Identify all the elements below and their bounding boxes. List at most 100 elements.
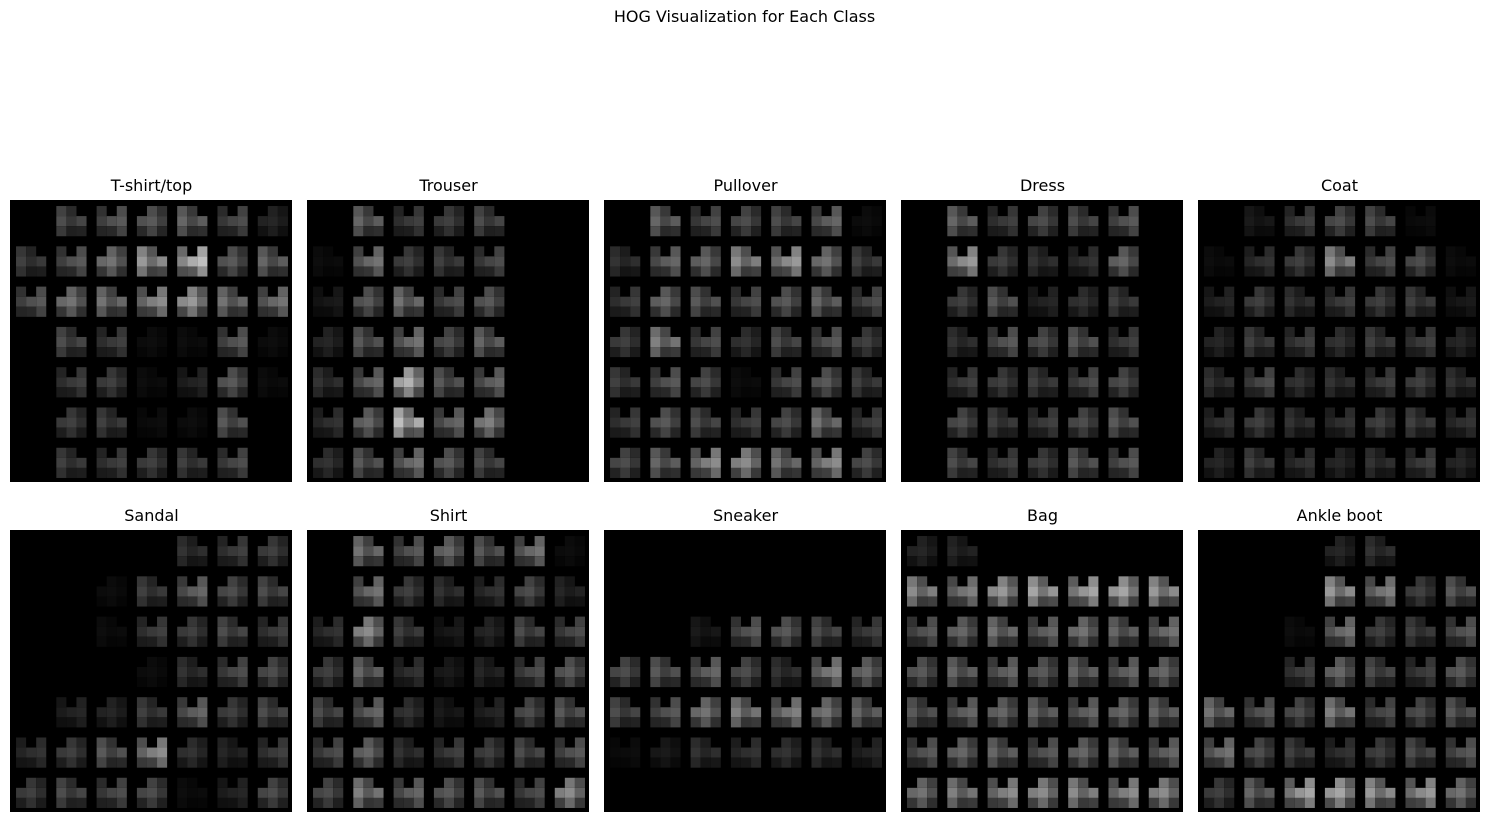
hog-cell-0-0-3 xyxy=(136,206,168,237)
hog-panel-4 xyxy=(1198,200,1480,482)
hog-cell-8-4-1 xyxy=(947,697,978,728)
hog-cell-5-5-2 xyxy=(96,737,127,768)
hog-cell-8-4-6 xyxy=(1148,697,1179,728)
hog-cell-4-5-3 xyxy=(1324,407,1356,438)
hog-cell-3-0-3 xyxy=(1027,206,1059,237)
hog-cell-9-2-2 xyxy=(1284,616,1315,647)
hog-cell-1-6-4 xyxy=(474,447,505,478)
hog-cell-4-4-0 xyxy=(1204,367,1235,398)
hog-cell-7-5-1 xyxy=(650,737,681,768)
hog-cell-4-2-0 xyxy=(1204,286,1235,317)
hog-plot-8 xyxy=(907,536,1179,808)
hog-cell-2-4-2 xyxy=(690,367,721,398)
hog-cell-5-4-2 xyxy=(96,697,127,728)
hog-cell-1-5-1 xyxy=(353,407,384,438)
hog-cell-7-3-1 xyxy=(650,656,681,688)
hog-cell-6-6-6 xyxy=(554,777,585,808)
hog-cell-6-2-0 xyxy=(313,616,344,647)
hog-cell-1-1-3 xyxy=(433,246,465,277)
hog-cell-0-4-1 xyxy=(56,367,87,398)
hog-cell-2-2-4 xyxy=(771,286,802,317)
hog-cell-8-3-3 xyxy=(1027,656,1059,688)
hog-cell-6-0-6 xyxy=(554,536,585,567)
hog-cell-2-4-1 xyxy=(650,367,681,398)
hog-cell-2-6-4 xyxy=(771,447,802,478)
hog-cell-2-2-1 xyxy=(650,286,681,317)
hog-plot-9 xyxy=(1204,536,1476,808)
hog-cell-9-1-5 xyxy=(1405,576,1436,607)
hog-cell-8-6-6 xyxy=(1148,777,1179,808)
hog-cell-0-4-5 xyxy=(217,367,248,398)
hog-cell-8-0-0 xyxy=(907,536,938,567)
hog-cell-2-0-3 xyxy=(730,206,762,237)
hog-cell-4-6-5 xyxy=(1405,447,1436,478)
panel-title-6: Shirt xyxy=(429,506,468,525)
hog-cell-4-0-3 xyxy=(1324,206,1356,237)
hog-cell-0-6-1 xyxy=(56,447,87,478)
hog-cell-2-2-6 xyxy=(851,286,882,317)
hog-cell-0-2-3 xyxy=(136,286,168,317)
hog-cell-1-5-0 xyxy=(313,407,344,438)
hog-cell-2-6-1 xyxy=(650,447,681,478)
hog-cell-2-0-6 xyxy=(851,206,882,237)
hog-cell-7-4-5 xyxy=(811,697,842,728)
hog-cell-6-2-3 xyxy=(433,616,465,647)
hog-cell-0-6-2 xyxy=(96,447,127,478)
panel-title-5: Sandal xyxy=(124,506,179,525)
hog-cell-7-5-3 xyxy=(730,737,762,768)
hog-cell-6-5-5 xyxy=(514,737,545,768)
hog-cell-1-5-4 xyxy=(474,407,505,438)
hog-cell-7-5-5 xyxy=(811,737,842,768)
hog-cell-9-4-1 xyxy=(1244,697,1275,728)
hog-cell-8-4-3 xyxy=(1027,697,1059,728)
hog-cell-6-4-2 xyxy=(393,697,424,728)
hog-cell-5-5-1 xyxy=(56,737,87,768)
hog-cell-1-0-2 xyxy=(393,206,424,237)
hog-cell-0-5-4 xyxy=(177,407,208,438)
hog-cell-2-1-1 xyxy=(650,246,681,277)
panel-title-7: Sneaker xyxy=(712,506,779,525)
hog-cell-9-4-4 xyxy=(1365,697,1396,728)
hog-cell-3-0-4 xyxy=(1068,206,1099,237)
hog-cell-9-6-1 xyxy=(1244,777,1275,808)
hog-cell-5-6-5 xyxy=(217,777,248,808)
hog-cell-7-5-4 xyxy=(771,737,802,768)
hog-cell-9-3-3 xyxy=(1324,656,1356,688)
hog-cell-6-3-4 xyxy=(474,656,505,688)
hog-cell-3-0-5 xyxy=(1108,206,1139,237)
hog-cell-3-2-4 xyxy=(1068,286,1099,317)
hog-cell-2-3-3 xyxy=(730,326,762,358)
hog-cell-5-3-6 xyxy=(257,656,288,688)
panel-title-4: Coat xyxy=(1320,176,1359,195)
hog-cell-7-3-6 xyxy=(851,656,882,688)
hog-cell-5-6-3 xyxy=(136,777,168,808)
hog-cell-3-5-2 xyxy=(987,407,1018,438)
hog-cell-1-5-2 xyxy=(393,407,424,438)
hog-cell-6-4-3 xyxy=(433,697,465,728)
hog-cell-5-6-4 xyxy=(177,777,208,808)
hog-cell-2-0-5 xyxy=(811,206,842,237)
hog-cell-6-5-0 xyxy=(313,737,344,768)
hog-cell-6-0-2 xyxy=(393,536,424,567)
hog-cell-8-2-0 xyxy=(907,616,938,647)
hog-cell-4-4-5 xyxy=(1405,367,1436,398)
hog-cell-0-0-2 xyxy=(96,206,127,237)
hog-cell-1-1-2 xyxy=(393,246,424,277)
hog-cell-8-6-1 xyxy=(947,777,978,808)
hog-cell-0-4-4 xyxy=(177,367,208,398)
hog-cell-3-2-1 xyxy=(947,286,978,317)
hog-cell-0-5-2 xyxy=(96,407,127,438)
hog-cell-0-2-2 xyxy=(96,286,127,317)
hog-cell-0-3-5 xyxy=(217,326,248,358)
hog-cell-4-1-3 xyxy=(1324,246,1356,277)
hog-cell-7-4-0 xyxy=(610,697,641,728)
hog-cell-6-3-2 xyxy=(393,656,424,688)
hog-cell-9-2-4 xyxy=(1365,616,1396,647)
hog-cell-6-6-3 xyxy=(433,777,465,808)
hog-cell-1-4-4 xyxy=(474,367,505,398)
hog-cell-3-4-4 xyxy=(1068,367,1099,398)
hog-cell-4-4-2 xyxy=(1284,367,1315,398)
hog-cell-6-5-2 xyxy=(393,737,424,768)
hog-cell-3-2-2 xyxy=(987,286,1018,317)
hog-panel-5 xyxy=(10,530,292,812)
